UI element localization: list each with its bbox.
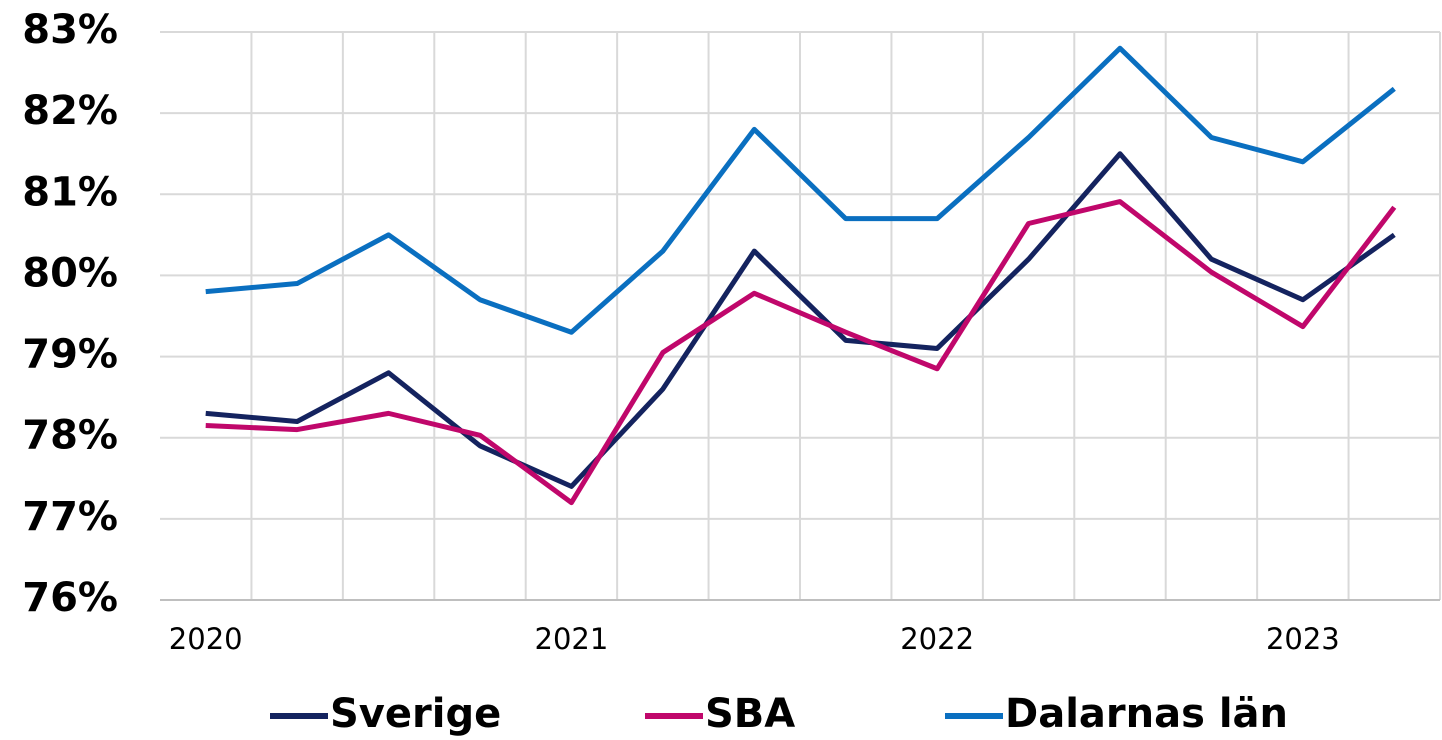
legend-label: SBA bbox=[705, 691, 795, 737]
legend-label: Sverige bbox=[330, 691, 501, 737]
y-tick-label: 83% bbox=[22, 7, 118, 53]
y-tick-label: 82% bbox=[22, 88, 118, 134]
y-tick-label: 81% bbox=[22, 169, 118, 215]
series-line bbox=[205, 151, 1396, 489]
legend-label: Dalarnas län bbox=[1005, 691, 1288, 737]
y-tick-label: 79% bbox=[22, 332, 118, 378]
x-tick-label: 2023 bbox=[1266, 622, 1340, 656]
y-tick-label: 76% bbox=[22, 575, 118, 621]
series-line bbox=[205, 199, 1397, 506]
y-tick-label: 77% bbox=[22, 494, 118, 540]
series-line bbox=[205, 45, 1396, 335]
y-tick-label: 78% bbox=[22, 413, 118, 459]
x-tick-label: 2022 bbox=[900, 622, 974, 656]
x-tick-label: 2020 bbox=[169, 622, 243, 656]
y-tick-label: 80% bbox=[22, 250, 118, 296]
x-tick-label: 2021 bbox=[535, 622, 609, 656]
